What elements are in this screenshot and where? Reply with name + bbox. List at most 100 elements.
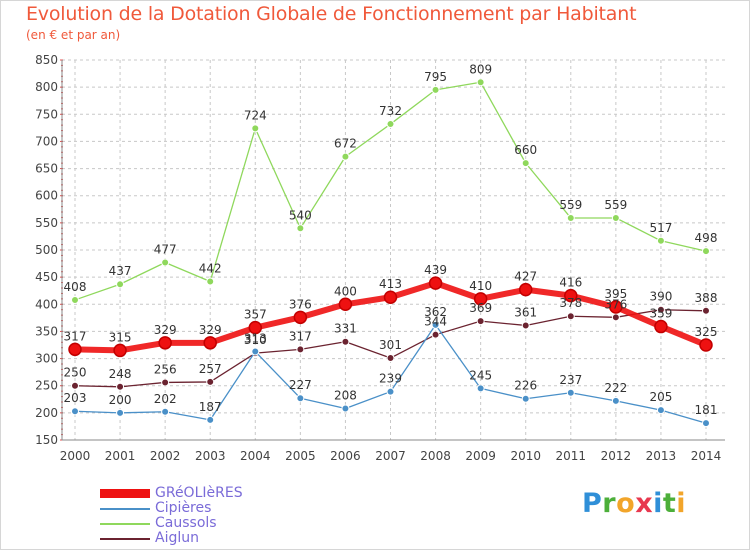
data-point-series-1 xyxy=(206,415,215,424)
data-label-series-3: 310 xyxy=(244,333,267,347)
data-label-series-2: 724 xyxy=(244,108,267,122)
data-label-series-1: 200 xyxy=(109,393,132,407)
data-label-series-3: 331 xyxy=(334,322,357,336)
data-label-series-1: 181 xyxy=(695,403,718,417)
data-point-series-3 xyxy=(431,330,440,339)
data-label-series-1: 237 xyxy=(559,373,582,387)
data-point-series-3 xyxy=(566,312,575,321)
data-label-series-3: 388 xyxy=(695,291,718,305)
data-point-series-1 xyxy=(251,347,260,356)
y-tick-label: 600 xyxy=(35,189,58,203)
legend: GRéOLIèRES Cipières Caussols Aiglun xyxy=(100,485,400,546)
data-label-series-0: 329 xyxy=(154,323,177,337)
data-label-series-2: 660 xyxy=(514,143,537,157)
data-label-series-1: 203 xyxy=(64,391,87,405)
x-tick-label: 2013 xyxy=(646,449,677,463)
data-label-series-1: 187 xyxy=(199,400,222,414)
data-point-series-2 xyxy=(161,258,170,267)
data-point-series-1 xyxy=(71,407,79,416)
data-label-series-3: 390 xyxy=(649,290,672,304)
data-label-series-2: 442 xyxy=(199,261,222,275)
y-tick-label: 150 xyxy=(35,433,58,447)
data-point-series-2 xyxy=(116,280,125,289)
x-tick-label: 2007 xyxy=(375,449,406,463)
legend-item: GRéOLIèRES xyxy=(100,485,400,501)
data-point-series-2 xyxy=(566,213,575,222)
x-tick-label: 2014 xyxy=(691,449,722,463)
data-point-series-3 xyxy=(161,378,170,387)
data-label-series-1: 362 xyxy=(424,305,447,319)
chart-subtitle: (en € et par an) xyxy=(26,28,121,42)
data-point-series-3 xyxy=(476,317,485,326)
data-point-series-0 xyxy=(518,282,533,297)
data-label-series-1: 222 xyxy=(604,381,627,395)
proxiti-logo: Proxiti xyxy=(582,488,686,519)
data-point-series-3 xyxy=(341,337,350,346)
logo-letter: x xyxy=(635,488,654,519)
data-label-series-3: 301 xyxy=(379,338,402,352)
data-point-series-1 xyxy=(341,404,350,413)
data-label-series-0: 376 xyxy=(289,297,312,311)
data-label-series-3: 378 xyxy=(559,296,582,310)
x-tick-label: 2009 xyxy=(465,449,496,463)
data-point-series-1 xyxy=(611,396,620,405)
x-tick-label: 2011 xyxy=(556,449,587,463)
y-tick-label: 200 xyxy=(35,406,58,420)
data-point-series-2 xyxy=(206,277,215,286)
data-label-series-1: 313 xyxy=(244,332,267,346)
legend-item: Cipières xyxy=(100,500,400,516)
legend-item: Caussols xyxy=(100,515,400,531)
data-point-series-2 xyxy=(296,224,305,233)
data-label-series-1: 227 xyxy=(289,378,312,392)
x-tick-label: 2008 xyxy=(420,449,451,463)
data-point-series-3 xyxy=(116,382,125,391)
data-label-series-2: 795 xyxy=(424,70,447,84)
data-label-series-1: 239 xyxy=(379,372,402,386)
data-label-series-2: 477 xyxy=(154,242,177,256)
y-tick-label: 450 xyxy=(35,270,58,284)
x-tick-label: 2006 xyxy=(330,449,361,463)
y-tick-label: 750 xyxy=(35,107,58,121)
y-tick-label: 350 xyxy=(35,324,58,338)
legend-label: Caussols xyxy=(155,515,217,531)
data-label-series-0: 413 xyxy=(379,277,402,291)
data-point-series-0 xyxy=(609,300,623,314)
data-point-series-2 xyxy=(341,152,350,161)
logo-letter: o xyxy=(616,488,636,519)
data-label-series-3: 361 xyxy=(514,305,537,319)
data-point-series-3 xyxy=(296,345,305,354)
data-label-series-3: 317 xyxy=(289,329,312,343)
x-tick-label: 2012 xyxy=(601,449,632,463)
data-point-series-0 xyxy=(564,288,578,303)
data-point-series-0 xyxy=(203,336,217,350)
data-label-series-0: 359 xyxy=(649,307,672,321)
data-point-series-1 xyxy=(702,419,710,428)
data-label-series-2: 559 xyxy=(559,198,582,212)
legend-swatch xyxy=(100,523,150,525)
data-point-series-3 xyxy=(71,381,79,390)
data-point-series-2 xyxy=(71,295,79,304)
data-point-series-0 xyxy=(654,319,668,334)
data-label-series-0: 317 xyxy=(64,329,87,343)
data-point-series-2 xyxy=(386,120,395,129)
legend-swatch xyxy=(100,538,150,540)
x-tick-label: 2001 xyxy=(105,449,136,463)
data-label-series-3: 376 xyxy=(604,297,627,311)
data-point-series-1 xyxy=(116,408,125,417)
chart-title: Evolution de la Dotation Globale de Fonc… xyxy=(26,3,637,25)
legend-label: GRéOLIèRES xyxy=(155,485,243,501)
data-point-series-2 xyxy=(702,247,710,256)
data-label-series-0: 400 xyxy=(334,284,357,298)
legend-swatch xyxy=(100,508,150,510)
data-point-series-0 xyxy=(428,276,443,290)
data-label-series-3: 369 xyxy=(469,301,492,315)
data-label-series-2: 809 xyxy=(469,62,492,76)
data-label-series-1: 208 xyxy=(334,389,357,403)
data-point-series-2 xyxy=(431,85,440,94)
x-tick-label: 2002 xyxy=(150,449,181,463)
data-point-series-3 xyxy=(206,377,215,386)
data-point-series-1 xyxy=(431,320,440,329)
data-point-series-0 xyxy=(383,290,398,304)
data-point-series-3 xyxy=(386,354,395,363)
